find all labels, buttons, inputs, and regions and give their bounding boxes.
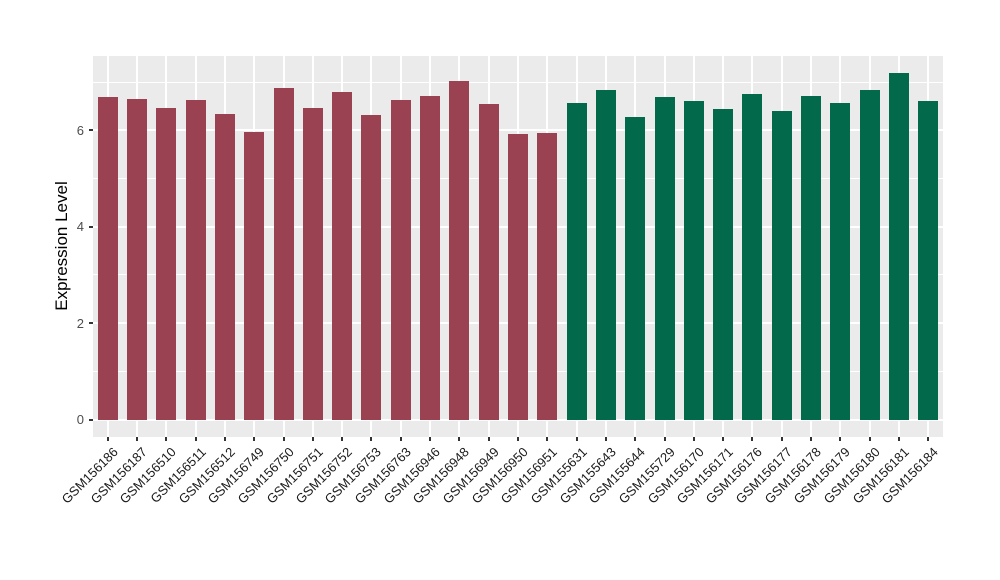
bar-GSM156512 — [214, 114, 235, 420]
bar-GSM156763 — [390, 100, 411, 420]
x-tick-mark — [223, 437, 226, 441]
bar-GSM156949 — [478, 103, 499, 420]
x-tick-mark — [722, 437, 725, 441]
bar-GSM156749 — [244, 131, 265, 420]
bar-GSM156750 — [273, 88, 294, 420]
x-tick-mark — [194, 437, 197, 441]
x-tick-mark — [780, 437, 783, 441]
bar-GSM156176 — [742, 94, 763, 420]
bar-GSM156752 — [332, 92, 353, 420]
bar-GSM156184 — [918, 101, 939, 420]
x-tick-mark — [692, 437, 695, 441]
bar-GSM155729 — [654, 96, 675, 420]
x-tick-mark — [311, 437, 314, 441]
y-tick-label: 4 — [76, 219, 84, 235]
y-tick-label: 0 — [76, 412, 84, 428]
bar-GSM156950 — [508, 133, 528, 420]
bar-GSM155643 — [595, 90, 616, 420]
x-tick-mark — [165, 437, 168, 441]
y-axis-title: Expression Level — [52, 181, 71, 311]
y-tick-mark — [89, 322, 93, 325]
bar-GSM156186 — [97, 96, 118, 420]
x-tick-mark — [370, 437, 373, 441]
y-tick-mark — [89, 225, 93, 228]
bar-GSM156170 — [683, 101, 704, 420]
y-tick-mark — [89, 418, 93, 421]
bar-GSM156753 — [361, 115, 382, 420]
bar-GSM156171 — [713, 108, 734, 420]
bar-GSM156948 — [449, 81, 470, 420]
y-tick-mark — [89, 129, 93, 132]
x-tick-mark — [341, 437, 344, 441]
bar-GSM156181 — [889, 73, 910, 420]
bar-GSM156180 — [859, 90, 880, 420]
bar-GSM156946 — [420, 95, 441, 420]
x-tick-mark — [429, 437, 432, 441]
x-tick-mark — [927, 437, 930, 441]
bar-GSM155631 — [566, 103, 587, 420]
y-tick-label: 6 — [76, 122, 84, 138]
x-tick-mark — [663, 437, 666, 441]
bar-GSM156177 — [771, 110, 792, 420]
x-tick-mark — [458, 437, 461, 441]
x-tick-mark — [282, 437, 285, 441]
bar-GSM156179 — [830, 103, 851, 420]
x-tick-mark — [839, 437, 842, 441]
bar-GSM156510 — [156, 108, 177, 420]
x-tick-mark — [106, 437, 109, 441]
x-tick-mark — [898, 437, 901, 441]
x-tick-mark — [517, 437, 519, 441]
y-tick-label: 2 — [76, 315, 84, 331]
x-tick-mark — [868, 437, 871, 441]
x-tick-mark — [487, 437, 490, 441]
bar-GSM156751 — [302, 108, 323, 420]
x-tick-mark — [634, 437, 637, 441]
x-tick-mark — [575, 437, 578, 441]
x-tick-mark — [135, 437, 138, 441]
bar-GSM156187 — [126, 99, 147, 420]
x-tick-mark — [399, 437, 402, 441]
plot-panel — [93, 56, 943, 437]
x-tick-mark — [546, 437, 549, 441]
bar-GSM156951 — [537, 132, 558, 420]
x-tick-mark — [810, 437, 813, 441]
x-tick-mark — [604, 437, 607, 441]
bar-GSM155644 — [625, 117, 646, 420]
bar-GSM156178 — [801, 95, 822, 420]
bar-GSM156511 — [185, 100, 206, 420]
x-tick-mark — [751, 437, 754, 441]
x-tick-mark — [253, 437, 256, 441]
